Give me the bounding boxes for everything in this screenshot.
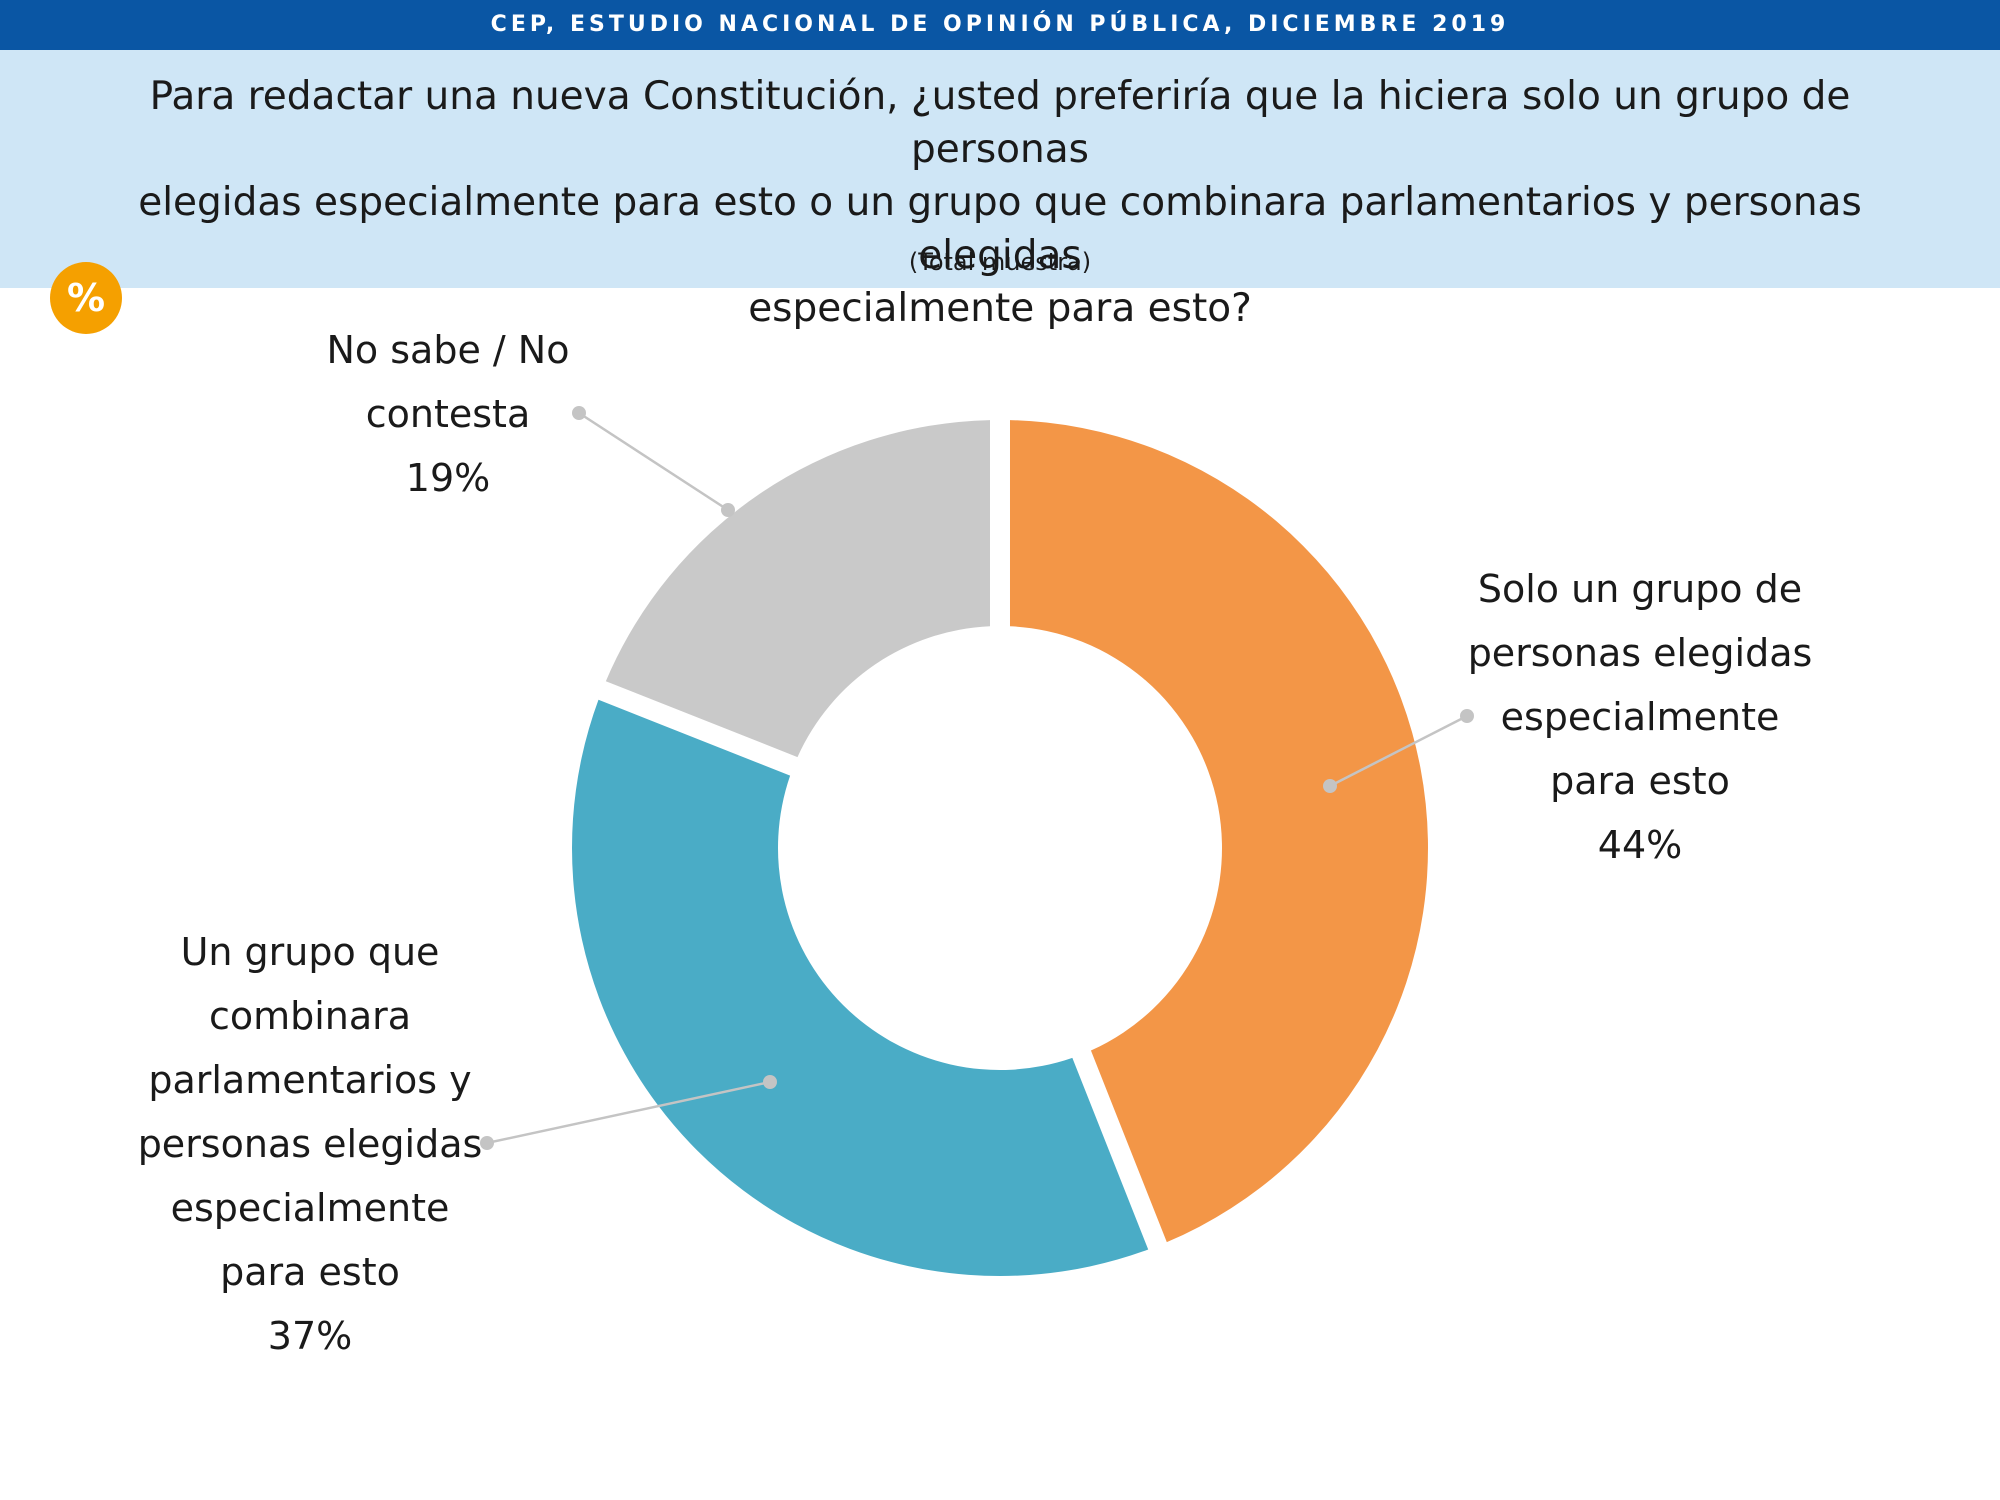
slice-label-solo-grupo: Solo un grupo de personas elegidas espec…	[1440, 557, 1840, 877]
slice-solo-grupo	[1009, 420, 1428, 1243]
leader-dot	[572, 406, 586, 420]
chart-question: Para redactar una nueva Constitución, ¿u…	[90, 70, 1910, 335]
leader-dot	[1323, 779, 1337, 793]
slice-label-line: No sabe / No	[326, 328, 570, 372]
leader-line	[486, 1080, 771, 1145]
chart-subtitle: (Total muestra)	[908, 248, 1092, 276]
question-line-2: elegidas especialmente para esto o un gr…	[138, 180, 1862, 278]
slice-label-line: contesta	[365, 392, 531, 436]
leader-dot	[721, 503, 735, 517]
slice-label-line: Solo un grupo de	[1477, 567, 1803, 611]
slice-label-line: parlamentarios y	[148, 1058, 472, 1102]
leader-dot	[763, 1075, 777, 1089]
leader-dot	[480, 1136, 494, 1150]
slice-label-grupo-combinado: Un grupo que combinara parlamentarios y …	[110, 920, 510, 1368]
slice-label-value: 19%	[405, 456, 491, 500]
slice-label-line: combinara	[208, 994, 412, 1038]
slice-label-line: especialmente	[170, 1186, 450, 1230]
source-text: CEP, ESTUDIO NACIONAL DE OPINIÓN PÚBLICA…	[490, 12, 1510, 37]
slice-label-line: para esto	[220, 1250, 400, 1294]
question-line-1: Para redactar una nueva Constitución, ¿u…	[149, 74, 1851, 172]
slice-label-line: personas elegidas	[1467, 631, 1813, 675]
slice-label-line: Un grupo que	[180, 930, 440, 974]
slice-grupo-combinado	[571, 699, 1149, 1276]
slice-label-line: especialmente	[1500, 695, 1780, 739]
slice-label-line: personas elegidas	[137, 1122, 483, 1166]
slice-label-value: 44%	[1597, 823, 1683, 867]
slice-no-sabe	[605, 420, 991, 758]
question-line-3: especialmente para esto?	[748, 286, 1252, 331]
question-band	[0, 50, 2000, 288]
slice-label-value: 37%	[267, 1314, 353, 1358]
leader-dot	[1460, 709, 1474, 723]
source-bar: CEP, ESTUDIO NACIONAL DE OPINIÓN PÚBLICA…	[0, 0, 2000, 50]
leader-line	[1329, 714, 1468, 788]
leader-line	[578, 411, 729, 512]
percent-badge-icon: %	[50, 262, 122, 334]
slice-label-line: para esto	[1550, 759, 1730, 803]
slice-label-no-sabe: No sabe / No contesta 19%	[298, 318, 598, 510]
